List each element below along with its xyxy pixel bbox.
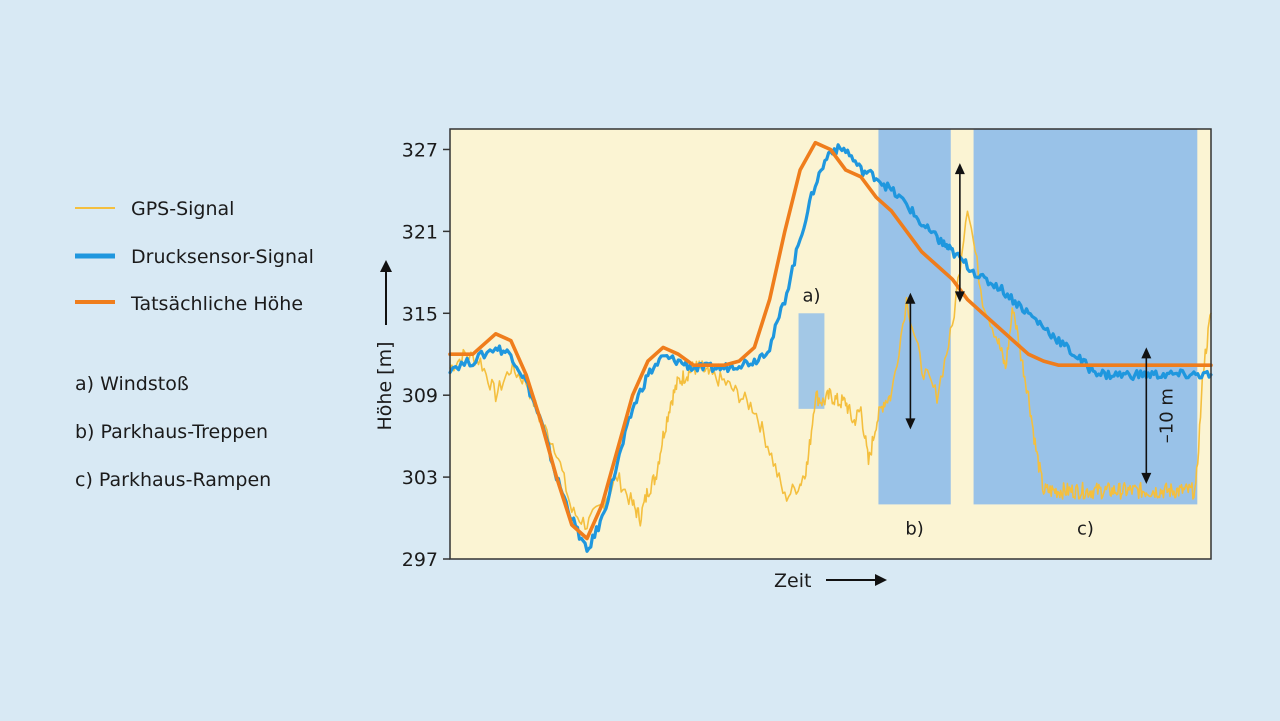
region-label-2: b)	[905, 518, 923, 539]
y-tick-label-5: 327	[402, 139, 438, 161]
arrow-stairs-gap	[905, 292, 916, 430]
note-a: a) Windstoß	[75, 373, 189, 395]
region-label-3: c)	[1077, 518, 1094, 539]
x-axis-arrow	[826, 574, 887, 586]
y-axis-arrow	[380, 260, 392, 325]
region-2	[878, 129, 951, 505]
y-tick-label-1: 303	[402, 467, 438, 489]
arrow-top-gap	[954, 163, 965, 303]
legend-label-pressure: Drucksensor-Signal	[131, 246, 314, 268]
region-1	[798, 313, 825, 409]
y-tick-label-3: 315	[402, 303, 438, 325]
annotation-arrows: –10 m	[905, 163, 1177, 484]
y-tick-label-4: 321	[402, 221, 438, 243]
y-axis-label: Höhe [m]	[374, 341, 396, 430]
notes: a) Windstoß b) Parkhaus-Treppen c) Parkh…	[75, 373, 271, 491]
legend-label-gps: GPS-Signal	[131, 198, 234, 220]
y-tick-label-2: 309	[402, 385, 438, 407]
arrow-ramp-gap	[1141, 347, 1152, 484]
plot-frame	[449, 128, 1212, 560]
region-3	[973, 129, 1198, 505]
legend: GPS-Signal Drucksensor-Signal Tatsächlic…	[75, 198, 314, 315]
note-c: c) Parkhaus-Rampen	[75, 469, 271, 491]
x-axis-label: Zeit	[774, 570, 811, 592]
y-axis: 297 303 309 315 321 327	[402, 139, 450, 571]
series-line-1	[449, 210, 1212, 530]
legend-label-actual: Tatsächliche Höhe	[130, 293, 303, 315]
region-label-1: a)	[802, 285, 820, 306]
note-b: b) Parkhaus-Treppen	[75, 421, 268, 443]
series-line-2	[448, 143, 1213, 553]
data-series	[448, 140, 1213, 553]
annotation-label: –10 m	[1156, 388, 1177, 443]
y-tick-label-0: 297	[402, 549, 438, 571]
series-line-3	[448, 140, 1213, 541]
highlight-regions: a) b) c)	[798, 129, 1198, 539]
